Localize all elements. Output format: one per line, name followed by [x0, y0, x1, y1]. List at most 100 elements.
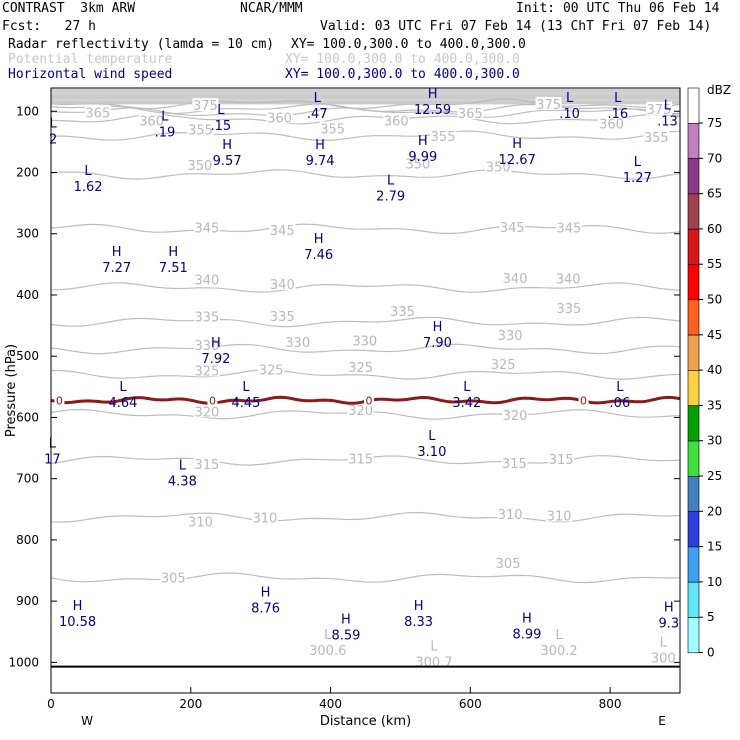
colorbar-swatch [687, 193, 700, 230]
wind-extremum-type: H [341, 613, 351, 628]
wind-extremum-type: L [634, 155, 642, 170]
isentrope-label: 315 [348, 452, 373, 467]
freezing-label-bg [207, 393, 218, 407]
colorbar-swatch [687, 440, 700, 477]
wind-extremum-value: 10.58 [59, 615, 96, 630]
isentrope-label: 335 [194, 310, 219, 325]
isentrope-label: 360 [599, 118, 624, 133]
isentrope-label-bg [351, 333, 378, 347]
freezing-label: 0 [365, 394, 372, 407]
y-tick-label: 200 [16, 166, 39, 180]
isentrope-label: 315 [194, 458, 219, 473]
colorbar-label: 50 [707, 293, 722, 307]
isentrope-label: 335 [556, 302, 581, 317]
isentrope-line-305 [50, 572, 681, 584]
colorbar-label: 45 [707, 328, 722, 342]
isentrope-label-bg [347, 360, 374, 374]
isentrope-label: 350 [187, 159, 212, 174]
isentrope-line-350 [50, 169, 681, 180]
isentrope-line-310 [50, 511, 681, 523]
wind-extremum-type: L [49, 117, 57, 132]
wind-extremum-type: L [242, 380, 250, 395]
wind-extremum-type: H [315, 138, 325, 153]
model-title: CONTRAST 3km ARW [2, 1, 136, 16]
colorbar-swatch [687, 617, 700, 654]
isentrope-label-bg [555, 300, 582, 314]
colorbar-label: 40 [707, 363, 722, 377]
wind-extremum-value: 4.45 [232, 396, 261, 411]
isentrope-label: 330 [498, 329, 523, 344]
wind-extremum-type: H [418, 134, 428, 149]
y-tick-label: 100 [16, 104, 39, 118]
forecast-hour: Fcst: 27 h [2, 19, 96, 34]
isentrope-label: 315 [502, 457, 527, 472]
wind-extremum-value: 7.90 [423, 336, 452, 351]
theta-extremum-type: L [324, 628, 332, 643]
isentrope-line-375 [50, 98, 681, 110]
colorbar-swatch [687, 546, 700, 583]
isentrope-lines [50, 88, 681, 584]
isentrope-label: 320 [348, 404, 373, 419]
colorbar-label: 10 [707, 575, 722, 589]
isentrope-label-bg [457, 106, 484, 120]
wind-extremum-type: H [428, 87, 438, 102]
isentrope-label: 375 [193, 99, 218, 114]
colorbar-swatch [687, 511, 700, 548]
wind-extremum-value: 9.99 [408, 150, 437, 165]
colorbar-label: 65 [707, 187, 722, 201]
isentrope-label-bg [193, 404, 220, 418]
isentrope-label-bg [193, 456, 220, 470]
isentrope-label-bg [555, 271, 582, 285]
isentrope-label-bg [646, 101, 673, 115]
colorbar-unit: dBZ [707, 83, 731, 97]
wind-extremum-type: H [522, 611, 532, 626]
wind-extremum-type: L [217, 103, 225, 118]
wind-extremum-type: H [314, 232, 324, 247]
wind-extremum-type: H [261, 586, 271, 601]
wind-extremum-value: 9.3 [658, 616, 679, 631]
wind-extremum-value: .06 [610, 396, 631, 411]
isentrope-label-bg [598, 116, 625, 130]
freezing-label-bg [54, 393, 65, 407]
isentrope-label: 325 [348, 361, 373, 376]
theta-extremum-type: L [430, 640, 438, 655]
wind-extremum-type: H [414, 599, 424, 614]
field-theta: Potential temperature [8, 52, 173, 67]
wind-extremum-type: L [428, 429, 436, 444]
theta-extremum-type: L [660, 635, 668, 650]
isentrope-label-bg [404, 156, 431, 170]
x-tick-label: 800 [599, 697, 622, 711]
wind-extremum-type: L [387, 174, 395, 189]
colorbar-swatch [687, 334, 700, 371]
freezing-label-bg [363, 393, 374, 407]
wind-extremum-value: .19 [155, 125, 176, 140]
wind-extremum-type: L [179, 458, 187, 473]
field-wind-xy: XY= 100.0,300.0 to 400.0,300.0 [285, 67, 520, 82]
wind-extremum-type: L [566, 91, 574, 106]
isentrope-label: 325 [259, 364, 284, 379]
wind-extremum-type: L [161, 109, 169, 124]
colorbar-label: 55 [707, 257, 722, 271]
isentrope-label-bg [499, 220, 526, 234]
wind-extremum-value: 12.59 [414, 103, 451, 118]
isentrope-label: 340 [556, 272, 581, 287]
isentrope-label-bg [555, 220, 582, 234]
isentrope-label-bg [193, 220, 220, 234]
isentrope-line-355 [50, 130, 681, 142]
isentrope-label-bg [535, 96, 562, 110]
colorbar-label: 5 [707, 610, 715, 624]
wind-extremum-type: L [49, 436, 57, 451]
isentrope-label: 365 [458, 107, 483, 122]
isentrope-label-bg [548, 452, 575, 466]
y-tick-label: 600 [16, 410, 39, 424]
isentrope-label-bg [284, 335, 311, 349]
colorbar-swatch [687, 87, 700, 124]
isentrope-label-bg [497, 327, 524, 341]
isentrope-label-bg [251, 510, 278, 524]
wind-extremum-value: 7.51 [159, 261, 188, 276]
wind-extremum-type: H [112, 245, 122, 260]
isentrope-label: 310 [252, 511, 277, 526]
